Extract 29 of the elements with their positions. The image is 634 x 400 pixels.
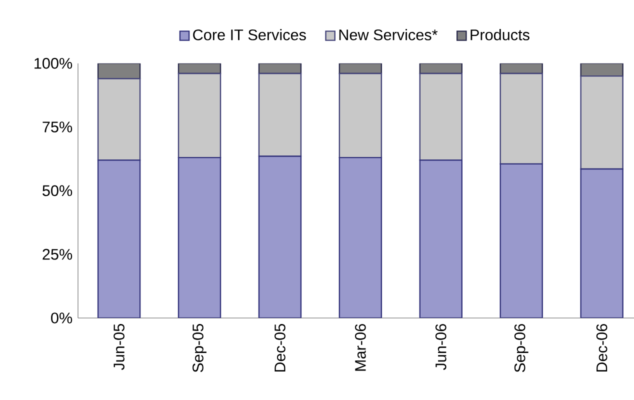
legend-label: New Services* xyxy=(339,29,438,40)
bar xyxy=(338,72,382,158)
x-tick-label: Jun-05 xyxy=(114,324,124,370)
x-tick-label: Dec-05 xyxy=(274,324,286,372)
x-tick-label: Sep-06 xyxy=(514,324,528,372)
bar xyxy=(338,156,382,318)
bar xyxy=(97,78,141,161)
bar xyxy=(178,72,222,158)
bar xyxy=(258,156,302,318)
bar xyxy=(500,72,543,165)
y-tick-label: 100% xyxy=(34,58,72,69)
x-tick-label: Jun-06 xyxy=(435,324,446,370)
bar xyxy=(178,156,222,318)
legend-label: Core IT Services xyxy=(193,29,306,40)
x-tick-label: Sep-05 xyxy=(192,324,206,372)
y-tick-label: 0% xyxy=(51,312,72,324)
legend-label: Products xyxy=(470,29,530,40)
y-tick-label: 75% xyxy=(42,122,72,132)
y-tick-label: 25% xyxy=(42,248,72,260)
bar xyxy=(419,72,462,161)
x-tick-label: Dec-06 xyxy=(596,324,608,372)
bar xyxy=(97,160,141,318)
y-tick-label: 50% xyxy=(42,185,72,196)
x-tick-label: Mar-06 xyxy=(355,324,366,371)
bar xyxy=(580,168,624,318)
bar xyxy=(419,160,462,318)
bar xyxy=(500,163,543,318)
bar xyxy=(580,75,624,170)
bar xyxy=(258,72,302,157)
